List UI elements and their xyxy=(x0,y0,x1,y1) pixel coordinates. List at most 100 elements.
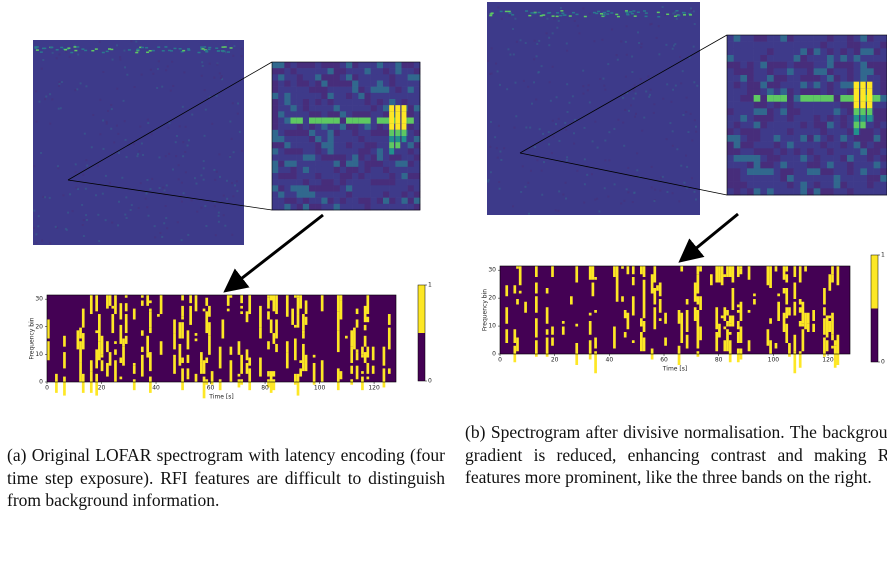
spike xyxy=(535,318,538,337)
spectrogram-noise xyxy=(117,224,119,226)
spectrogram-noise xyxy=(157,68,159,70)
inset-cell xyxy=(787,142,794,149)
spike xyxy=(664,338,667,346)
spectrogram-noise xyxy=(85,188,87,190)
spectrogram-noise xyxy=(86,219,88,221)
inset-cell xyxy=(340,136,346,142)
x-tick-label: 80 xyxy=(261,385,269,392)
inset-cell xyxy=(867,128,874,135)
spectrogram-noise xyxy=(589,101,591,103)
spectrogram-noise xyxy=(237,102,239,104)
spectrogram-noise xyxy=(163,189,165,191)
inset-cell xyxy=(800,162,807,169)
spike xyxy=(613,338,616,349)
spike xyxy=(114,341,117,344)
inset-cell xyxy=(371,148,377,154)
inset-cell xyxy=(807,128,814,135)
inset-cell xyxy=(383,74,389,80)
inset-cell xyxy=(867,175,874,182)
spectrogram-noise xyxy=(106,123,108,125)
inset-cell xyxy=(727,188,734,195)
inset-cell xyxy=(284,62,290,68)
spectrogram-noise xyxy=(147,215,149,217)
inset-cell xyxy=(820,135,827,142)
inset-cell xyxy=(365,136,371,142)
spike xyxy=(388,368,391,373)
inset-cell xyxy=(800,155,807,162)
inset-cell xyxy=(754,62,761,69)
inset-band xyxy=(867,115,872,122)
inset-cell xyxy=(880,142,887,149)
inset-cell xyxy=(740,168,747,175)
inset-cell xyxy=(284,130,290,136)
spike xyxy=(299,368,302,376)
spike xyxy=(246,363,249,374)
inset-cell xyxy=(767,102,774,109)
inset-cell xyxy=(807,122,814,129)
inset-cell xyxy=(874,135,881,142)
spectrogram-noise xyxy=(506,88,508,90)
inset-cell xyxy=(827,148,834,155)
spike xyxy=(222,319,225,338)
spectrogram-noise xyxy=(195,183,197,185)
inset-cell xyxy=(847,148,854,155)
spectrogram-noise xyxy=(672,12,674,14)
inset-cell xyxy=(346,130,352,136)
rfi-line xyxy=(60,47,63,49)
inset-cell xyxy=(340,167,346,173)
inset-cell xyxy=(309,62,315,68)
spectrogram-noise xyxy=(175,141,177,143)
inset-cell xyxy=(321,93,327,99)
spike xyxy=(189,306,192,325)
spectrogram-noise xyxy=(690,7,692,9)
inset-cell xyxy=(309,93,315,99)
rfi-line xyxy=(135,52,138,54)
spike xyxy=(802,302,805,324)
inset-cell xyxy=(352,204,358,210)
spectrogram-noise xyxy=(218,153,220,155)
spike xyxy=(594,338,597,349)
inset-cell xyxy=(284,192,290,198)
spectrogram-noise xyxy=(641,130,643,132)
spike xyxy=(95,295,98,311)
rfi-line xyxy=(560,10,563,12)
inset-cell xyxy=(740,135,747,142)
spike xyxy=(356,309,359,314)
spectrogram-noise xyxy=(214,205,216,207)
spectrogram-noise xyxy=(676,18,678,20)
spike xyxy=(195,333,198,336)
arrow xyxy=(683,214,738,259)
inset-cell xyxy=(389,74,395,80)
inset-cell xyxy=(727,175,734,182)
inset-cell xyxy=(303,179,309,185)
inset-cell xyxy=(734,148,741,155)
inset-cell xyxy=(402,142,408,148)
spike xyxy=(777,302,780,321)
spike xyxy=(575,266,578,283)
inset-cell xyxy=(760,42,767,49)
spectrogram-noise xyxy=(110,128,112,130)
rfi-line xyxy=(538,12,541,14)
inset-cell xyxy=(346,87,352,93)
spectrogram-noise xyxy=(119,59,121,61)
inset-cell xyxy=(297,173,303,179)
inset-cell xyxy=(834,42,841,49)
spike xyxy=(372,366,375,374)
inset-cell xyxy=(847,175,854,182)
spike xyxy=(643,338,646,352)
spectrogram-noise xyxy=(546,18,548,20)
inset-cell xyxy=(358,124,364,130)
inset-cell xyxy=(734,82,741,89)
inset-cell xyxy=(291,192,297,198)
spike xyxy=(361,371,364,374)
spike xyxy=(267,341,270,349)
spectrogram-noise xyxy=(166,184,168,186)
inset-cell xyxy=(787,75,794,82)
spectrogram-noise xyxy=(491,47,493,49)
spectrogram-noise xyxy=(97,165,99,167)
spike xyxy=(205,358,208,363)
inset-cell xyxy=(827,42,834,49)
spectrogram-noise xyxy=(239,131,241,133)
inset-band xyxy=(389,130,394,136)
spectrogram-noise xyxy=(649,94,651,96)
